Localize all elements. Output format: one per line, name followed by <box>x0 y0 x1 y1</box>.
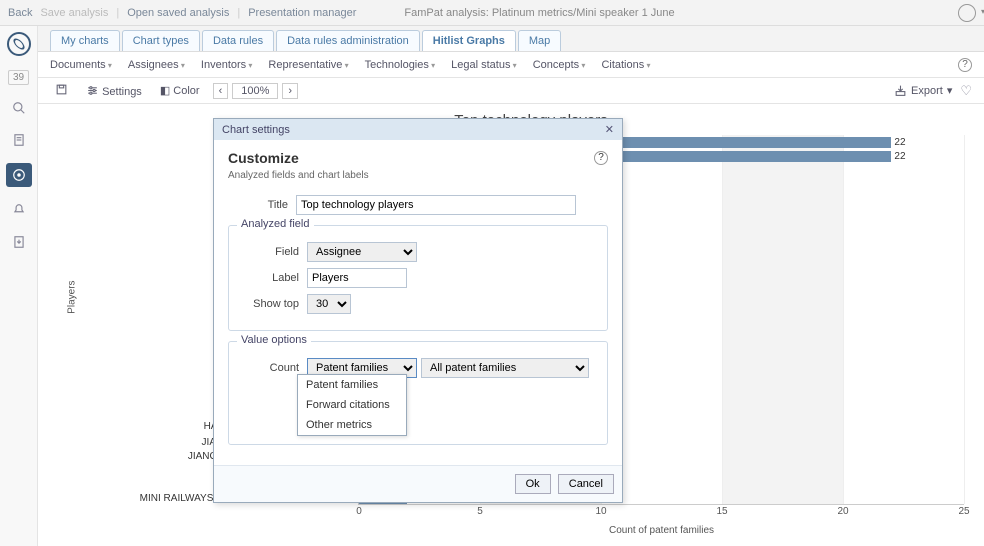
topbar: Back Save analysis | Open saved analysis… <box>0 0 984 26</box>
value-options-legend: Value options <box>237 334 311 346</box>
y-axis-label: Players <box>67 280 78 313</box>
zoom-in-button[interactable]: › <box>282 83 298 99</box>
close-icon[interactable]: ✕ <box>605 123 614 136</box>
open-saved-link[interactable]: Open saved analysis <box>127 7 229 19</box>
zoom-value: 100% <box>232 83 278 99</box>
tab-my-charts[interactable]: My charts <box>50 30 120 51</box>
field-label: Field <box>239 246 299 258</box>
count-label: Count <box>239 362 299 374</box>
user-menu-icon[interactable] <box>958 4 976 22</box>
label-input[interactable] <box>307 268 407 288</box>
modal-title: Chart settings <box>222 124 290 136</box>
label-label: Label <box>239 272 299 284</box>
bar-value: 22 <box>894 151 905 162</box>
zoom-out-button[interactable]: ‹ <box>213 83 229 99</box>
modal-subtitle: Analyzed fields and chart labels <box>228 170 608 181</box>
export-button[interactable]: Export ▾ <box>894 84 952 97</box>
settings-button[interactable]: Settings <box>81 81 147 101</box>
showtop-label: Show top <box>239 298 299 310</box>
title-field-label: Title <box>228 199 288 211</box>
filter-representative[interactable]: Representative <box>268 59 348 71</box>
filter-assignees[interactable]: Assignees <box>128 59 185 71</box>
showtop-select[interactable]: 30 <box>307 294 351 314</box>
x-axis-title: Count of patent families <box>609 525 714 536</box>
zoom-control: ‹ 100% › <box>213 83 298 99</box>
chart-settings-modal: Chart settings ✕ Customize ? Analyzed fi… <box>213 118 623 503</box>
tab-hitlist-graphs[interactable]: Hitlist Graphs <box>422 30 516 51</box>
filter-concepts[interactable]: Concepts <box>533 59 586 71</box>
filter-citations[interactable]: Citations <box>601 59 650 71</box>
count-dropdown-list: Patent families Forward citations Other … <box>297 374 407 436</box>
filter-inventors[interactable]: Inventors <box>201 59 253 71</box>
filter-documents[interactable]: Documents <box>50 59 112 71</box>
export-icon[interactable] <box>10 233 28 251</box>
color-button[interactable]: ◧ Color <box>155 81 205 100</box>
count-scope-select[interactable]: All patent families <box>421 358 589 378</box>
presentation-manager-link[interactable]: Presentation manager <box>248 7 356 19</box>
tabs-bar: My charts Chart types Data rules Data ru… <box>38 26 984 52</box>
modal-heading: Customize <box>228 150 299 166</box>
cancel-button[interactable]: Cancel <box>558 474 614 494</box>
ok-button[interactable]: Ok <box>515 474 551 494</box>
dropdown-option[interactable]: Patent families <box>298 375 406 395</box>
tab-chart-types[interactable]: Chart types <box>122 30 200 51</box>
analysis-title: FamPat analysis: Platinum metrics/Mini s… <box>404 7 674 19</box>
x-axis-labels: 0510152025 <box>359 506 964 520</box>
modal-header[interactable]: Chart settings ✕ <box>214 119 622 140</box>
tab-data-rules[interactable]: Data rules <box>202 30 274 51</box>
logo-icon <box>7 32 31 56</box>
results-badge[interactable]: 39 <box>8 70 29 85</box>
save-analysis-link: Save analysis <box>40 7 108 19</box>
tab-map[interactable]: Map <box>518 30 561 51</box>
title-input[interactable] <box>296 195 576 215</box>
analytics-icon[interactable] <box>6 163 32 187</box>
help-icon[interactable]: ? <box>958 58 972 72</box>
modal-help-icon[interactable]: ? <box>594 151 608 165</box>
analyzed-field-legend: Analyzed field <box>237 218 314 230</box>
left-rail: 39 <box>0 26 38 546</box>
filter-technologies[interactable]: Technologies <box>365 59 435 71</box>
dropdown-option[interactable]: Other metrics <box>298 415 406 435</box>
alerts-icon[interactable] <box>10 201 28 219</box>
favorite-icon[interactable]: ♡ <box>960 83 972 99</box>
back-link[interactable]: Back <box>8 7 32 19</box>
save-icon[interactable] <box>50 80 73 102</box>
chart-toolbar: Settings ◧ Color ‹ 100% › Export ▾ ♡ <box>38 78 984 104</box>
filter-legal-status[interactable]: Legal status <box>451 59 517 71</box>
search-icon[interactable] <box>10 99 28 117</box>
filters-bar: Documents Assignees Inventors Representa… <box>38 52 984 78</box>
document-icon[interactable] <box>10 131 28 149</box>
dropdown-option[interactable]: Forward citations <box>298 395 406 415</box>
bar-value: 22 <box>894 137 905 148</box>
field-select[interactable]: Assignee <box>307 242 417 262</box>
tab-data-rules-admin[interactable]: Data rules administration <box>276 30 420 51</box>
